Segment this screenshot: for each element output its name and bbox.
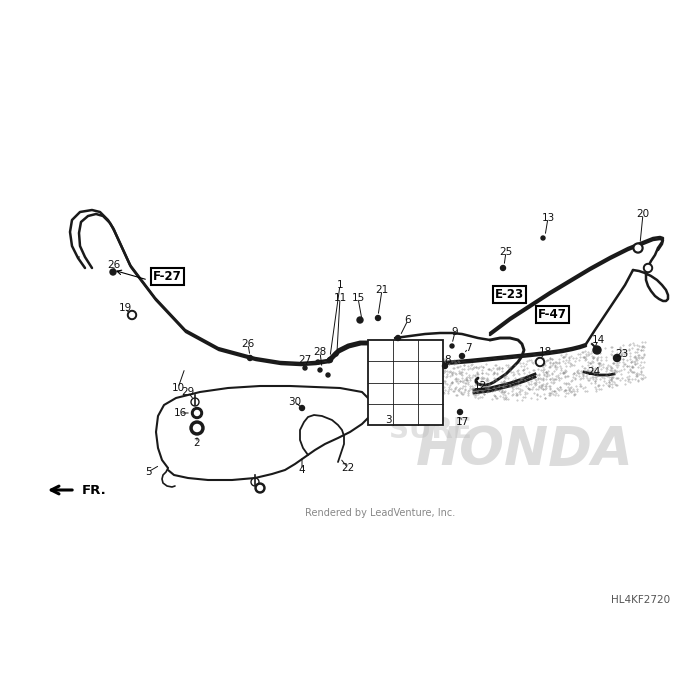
Circle shape [248,356,253,360]
Text: 27: 27 [298,355,312,365]
Circle shape [450,344,454,348]
Circle shape [258,486,262,491]
Circle shape [110,269,116,275]
Text: SURE: SURE [389,416,471,444]
Text: 30: 30 [288,397,302,407]
Circle shape [375,316,381,321]
Text: 17: 17 [456,417,468,427]
Text: 16: 16 [174,408,187,418]
Circle shape [326,373,330,377]
Circle shape [195,410,200,416]
Text: 26: 26 [107,260,120,270]
Text: 29: 29 [181,387,195,397]
Circle shape [635,245,640,251]
Text: 25: 25 [499,247,512,257]
Circle shape [357,317,363,323]
Text: 11: 11 [333,293,346,303]
Text: 9: 9 [452,327,458,337]
Text: 14: 14 [592,335,605,345]
Text: 24: 24 [587,367,601,377]
Circle shape [500,265,505,270]
Text: 22: 22 [342,463,355,473]
Text: 15: 15 [351,293,365,303]
Text: 5: 5 [145,467,151,477]
Circle shape [645,265,650,270]
Circle shape [613,354,620,361]
Circle shape [395,335,400,340]
Text: F-27: F-27 [153,270,182,283]
Text: 4: 4 [299,465,305,475]
Text: 20: 20 [636,209,650,219]
Text: HL4KF2720: HL4KF2720 [611,595,670,605]
Circle shape [130,312,134,318]
Text: 21: 21 [375,285,389,295]
Text: 26: 26 [241,339,255,349]
Text: Rendered by LeadVenture, Inc.: Rendered by LeadVenture, Inc. [305,508,455,518]
Text: 6: 6 [405,315,412,325]
Text: FR.: FR. [82,484,106,496]
Circle shape [316,360,320,364]
Circle shape [643,263,652,272]
Text: 2: 2 [194,438,200,448]
Text: HONDA: HONDA [416,424,634,476]
Circle shape [193,424,200,431]
Text: 19: 19 [118,303,132,313]
Text: 1: 1 [337,280,343,290]
Circle shape [127,311,136,319]
Circle shape [328,358,332,363]
Circle shape [536,358,545,367]
Circle shape [255,483,265,493]
Text: 28: 28 [314,347,327,357]
Circle shape [190,421,204,435]
Circle shape [459,354,465,358]
Text: E-23: E-23 [495,288,524,301]
Text: F-47: F-47 [538,308,567,321]
Circle shape [593,346,601,354]
Text: 23: 23 [615,349,629,359]
Bar [368,340,443,425]
Circle shape [300,405,304,410]
Circle shape [633,243,643,253]
Circle shape [303,366,307,370]
Text: 10: 10 [172,383,185,393]
Circle shape [458,410,463,414]
Circle shape [541,236,545,240]
Text: 3: 3 [385,415,391,425]
Circle shape [442,363,447,368]
Text: 7: 7 [465,343,471,353]
Circle shape [318,368,322,372]
Text: 12: 12 [473,381,486,391]
Text: 13: 13 [541,213,554,223]
Circle shape [334,352,338,356]
Text: 18: 18 [538,347,552,357]
Text: 8: 8 [444,355,452,365]
Circle shape [192,407,202,419]
Circle shape [538,360,542,365]
